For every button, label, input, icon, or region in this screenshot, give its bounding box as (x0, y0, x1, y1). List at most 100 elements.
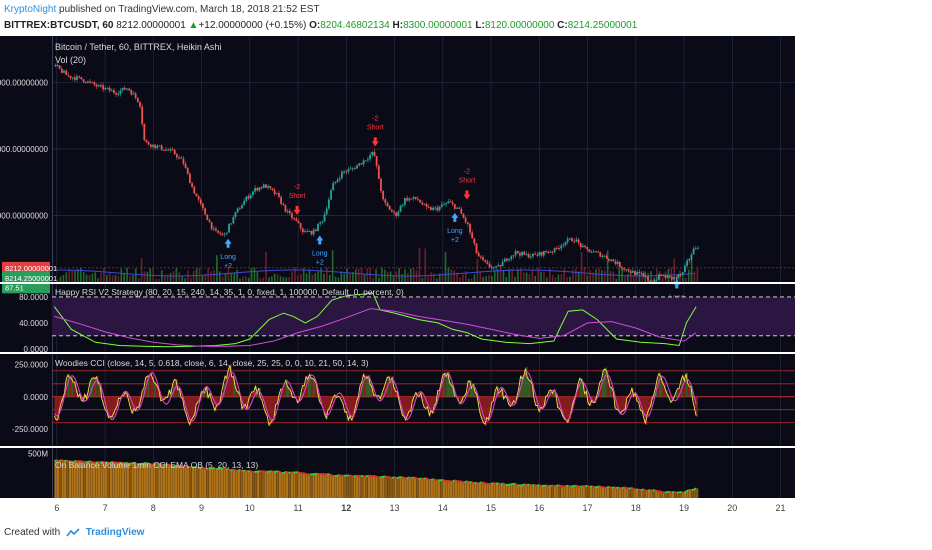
x-tick-label: 10 (245, 503, 255, 513)
candle-body (351, 168, 354, 170)
volume-bar (615, 278, 618, 282)
obv-bar (249, 471, 253, 498)
author-link[interactable]: KryptoNight (4, 4, 57, 15)
volume-bar (201, 276, 204, 282)
candle-body (139, 101, 141, 107)
x-tick-label: 12 (341, 503, 351, 513)
candle-body (673, 277, 675, 280)
obv-bar (691, 490, 694, 498)
y-tick-label: 11000.00000000 (0, 79, 49, 88)
candle-body (100, 85, 102, 87)
cci-histogram-bar (692, 396, 695, 401)
candle-body (638, 271, 641, 273)
obv-line-segment (686, 489, 690, 492)
cci-histogram-bar (152, 376, 155, 397)
x-tick-label: 13 (390, 503, 400, 513)
candle-body (304, 231, 306, 233)
obv-bar (264, 471, 267, 498)
cci-histogram-bar (348, 396, 351, 422)
cci-histogram-bar (380, 396, 383, 399)
pane-title: On Balance Volume 1min CCI EMA OB (5, 20… (55, 460, 258, 470)
candle-body (340, 171, 343, 179)
candle-body (84, 81, 87, 83)
candle-body (584, 245, 586, 248)
obv-line-segment (478, 481, 482, 485)
candle-body (212, 228, 215, 230)
candle-body (551, 251, 554, 253)
cci-histogram-bar (444, 372, 447, 397)
volume-bar (137, 278, 140, 282)
obv-bar (199, 468, 202, 498)
cci-histogram-bar (317, 393, 320, 397)
obv-bar (392, 478, 395, 498)
volume-bar (574, 268, 577, 282)
cci-histogram-bar (321, 396, 324, 405)
obv-bar (445, 480, 448, 498)
cci-histogram-bar (236, 390, 239, 397)
volume-bar (189, 277, 192, 282)
obv-bar (146, 463, 149, 498)
created-with-text: Created with (4, 527, 61, 538)
obv-bar (515, 483, 518, 498)
cci-histogram-bar (571, 396, 573, 413)
long-signal-label: Long (220, 254, 236, 261)
candle-body (436, 207, 439, 211)
obv-bar (237, 470, 240, 498)
volume-bar (621, 267, 623, 282)
candle-body (273, 189, 276, 195)
volume-bar (134, 268, 137, 282)
obv-line-segment (570, 485, 574, 488)
obv-bar (404, 477, 407, 498)
volume-bar (682, 277, 684, 282)
volume-bar (548, 268, 551, 282)
cci-histogram-bar (436, 396, 438, 405)
cci-histogram-bar (429, 396, 432, 417)
obv-bar (201, 467, 204, 498)
obv-bar (570, 486, 573, 498)
obv-bar (305, 473, 308, 498)
cci-histogram-bar (647, 396, 649, 416)
chart-area[interactable]: 6 7 8 9 10 11 12 13 14 15 16 17 18 19 20 21 11000.000000… (0, 36, 932, 520)
tradingview-brand[interactable]: TradingView (85, 527, 145, 538)
candle-body (288, 210, 291, 214)
candle-body (490, 266, 493, 269)
candle-body (634, 270, 636, 275)
obv-bar (647, 490, 651, 498)
cci-histogram-bar (378, 395, 381, 397)
volume-bar (482, 276, 484, 282)
cci-histogram-bar (123, 395, 126, 397)
candle-body (204, 208, 207, 215)
volume-bar (583, 267, 586, 282)
obv-line-segment (674, 491, 678, 494)
candle-body (412, 196, 415, 199)
obv-line-segment (174, 464, 178, 468)
candle-body (605, 255, 608, 259)
obv-line-segment (428, 478, 431, 481)
obv-bar (346, 475, 349, 498)
y-tick-label: -250.0000 (12, 425, 49, 434)
volume-bar (560, 274, 563, 282)
cci-histogram-bar (682, 374, 685, 397)
cci-histogram-bar (140, 396, 143, 401)
obv-bar (119, 462, 122, 498)
cci-histogram-bar (615, 396, 617, 409)
candle-body (323, 214, 326, 222)
volume-bar (473, 274, 476, 282)
candle-body (438, 206, 441, 211)
obv-line-segment (591, 485, 596, 489)
obv-bar (307, 474, 310, 498)
cci-histogram-bar (93, 376, 96, 397)
cci-histogram-bar (687, 382, 690, 397)
candle-body (221, 234, 224, 236)
candle-body (262, 184, 265, 189)
volume-bar (676, 275, 678, 282)
candle-body (401, 204, 404, 206)
obv-bar (189, 467, 192, 498)
time-axis-background (0, 498, 932, 520)
obv-line-segment (510, 483, 513, 486)
candle-body (165, 149, 167, 151)
cci-histogram-bar (110, 396, 112, 418)
volume-bar (508, 269, 511, 282)
obv-bar (355, 475, 359, 498)
volume-bar (398, 268, 401, 282)
